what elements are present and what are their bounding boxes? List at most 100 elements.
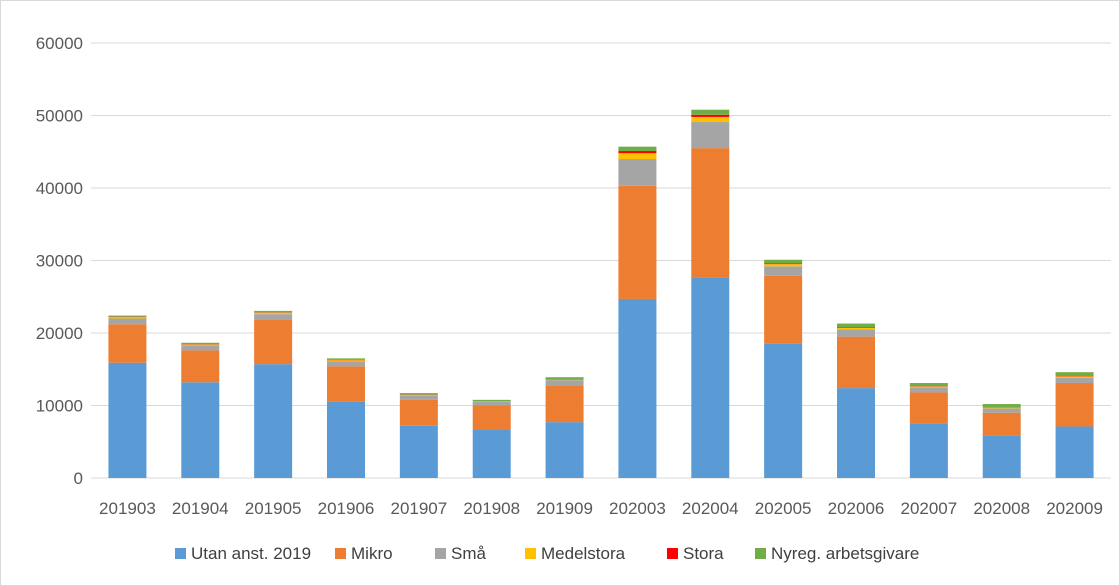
bar-segment bbox=[764, 263, 803, 265]
x-tick-label: 201908 bbox=[463, 499, 520, 518]
legend-item: Medelstora bbox=[525, 544, 626, 563]
bar-segment bbox=[108, 324, 147, 363]
bar-segment bbox=[618, 185, 657, 299]
bar-stack-202003 bbox=[618, 146, 657, 478]
bar-segment bbox=[837, 327, 875, 330]
bar-segment bbox=[764, 259, 803, 264]
bar-segment bbox=[982, 412, 1021, 436]
legend-swatch bbox=[435, 548, 446, 559]
bar-segment bbox=[472, 405, 511, 430]
bar-stack-202004 bbox=[691, 109, 730, 478]
bar-segment bbox=[181, 342, 220, 345]
bar-segment bbox=[618, 153, 657, 159]
gridlines bbox=[91, 42, 1111, 479]
bar-segment bbox=[181, 344, 220, 346]
bar-segment bbox=[545, 377, 584, 380]
legend-item: Stora bbox=[667, 544, 724, 563]
bar-segment bbox=[691, 114, 730, 117]
bar-stack-201904 bbox=[181, 342, 220, 478]
bar-segment bbox=[909, 392, 948, 424]
legend-label: Små bbox=[451, 544, 487, 563]
bar-stack-202008 bbox=[982, 404, 1021, 478]
bar-stack-201908 bbox=[472, 399, 511, 478]
y-tick-label: 30000 bbox=[36, 252, 83, 271]
bar-segment bbox=[545, 380, 584, 386]
legend-item: Mikro bbox=[335, 544, 393, 563]
bar-stack-202009 bbox=[1055, 372, 1094, 478]
y-tick-label: 10000 bbox=[36, 397, 83, 416]
bar-segment bbox=[327, 360, 365, 362]
bar-segment bbox=[545, 385, 584, 423]
y-tick-label: 40000 bbox=[36, 179, 83, 198]
bar-segment bbox=[982, 407, 1021, 409]
bar-segment bbox=[618, 298, 657, 478]
bar-stack-201903 bbox=[108, 315, 147, 478]
bar-segment bbox=[909, 387, 948, 393]
bar-segment bbox=[254, 314, 293, 320]
bar-segment bbox=[399, 395, 438, 400]
bar-segment bbox=[691, 277, 730, 478]
bar-segment bbox=[472, 399, 511, 402]
bar-segment bbox=[982, 408, 1021, 413]
bar-segment bbox=[108, 362, 147, 478]
bar-stack-201907 bbox=[399, 393, 438, 478]
bar-segment bbox=[909, 423, 948, 478]
bar-segment bbox=[545, 422, 584, 478]
legend-swatch bbox=[335, 548, 346, 559]
legend-swatch bbox=[525, 548, 536, 559]
legend-label: Nyreg. arbetsgivare bbox=[771, 544, 919, 563]
bar-segment bbox=[545, 379, 584, 381]
bar-segment bbox=[108, 318, 147, 325]
legend-item: Små bbox=[435, 544, 487, 563]
bar-segment bbox=[618, 146, 657, 152]
bar-segment bbox=[837, 336, 875, 389]
bar-segment bbox=[399, 394, 438, 396]
bar-segment bbox=[837, 329, 875, 337]
x-tick-label: 201905 bbox=[245, 499, 302, 518]
bar-segment bbox=[1055, 383, 1094, 427]
bar-segment bbox=[108, 317, 147, 319]
legend-label: Medelstora bbox=[541, 544, 626, 563]
x-tick-label: 202009 bbox=[1046, 499, 1103, 518]
bar-segment bbox=[618, 151, 657, 154]
x-tick-label: 201909 bbox=[536, 499, 593, 518]
bar-segment bbox=[108, 315, 147, 317]
bar-segment bbox=[691, 109, 730, 115]
x-tick-label: 202004 bbox=[682, 499, 739, 518]
x-tick-label: 201906 bbox=[318, 499, 375, 518]
legend: Utan anst. 2019 Mikro Små Medelstora Stora Ny… bbox=[175, 544, 919, 563]
bar-segment bbox=[837, 388, 875, 478]
bar-segment bbox=[399, 425, 438, 478]
x-tick-label: 202008 bbox=[973, 499, 1030, 518]
bar-segment bbox=[327, 358, 365, 360]
legend-item: Nyreg. arbetsgivare bbox=[755, 544, 919, 563]
bar-segment bbox=[982, 435, 1021, 478]
y-tick-label: 50000 bbox=[36, 107, 83, 126]
bar-stack-202007 bbox=[909, 383, 948, 478]
x-tick-label: 202005 bbox=[755, 499, 812, 518]
bar-stack-202005 bbox=[764, 259, 803, 478]
bar-segment bbox=[691, 148, 730, 278]
bar-segment bbox=[1055, 372, 1094, 377]
legend-item: Utan anst. 2019 bbox=[175, 544, 311, 563]
legend-label: Utan anst. 2019 bbox=[191, 544, 311, 563]
bars bbox=[108, 109, 1094, 478]
y-tick-label: 60000 bbox=[36, 34, 83, 53]
bar-segment bbox=[254, 319, 293, 365]
bar-segment bbox=[181, 350, 220, 383]
bar-segment bbox=[399, 393, 438, 395]
legend-swatch bbox=[175, 548, 186, 559]
bar-segment bbox=[982, 404, 1021, 408]
bar-segment bbox=[1055, 377, 1094, 384]
bar-segment bbox=[909, 386, 948, 388]
bar-stack-202006 bbox=[837, 323, 875, 478]
y-axis-tick-labels: 0 10000 20000 30000 40000 50000 60000 bbox=[36, 34, 83, 488]
bar-segment bbox=[691, 116, 730, 123]
bar-segment bbox=[327, 401, 365, 478]
bar-segment bbox=[618, 159, 657, 186]
bar-segment bbox=[764, 266, 803, 276]
bar-segment bbox=[691, 122, 730, 149]
bar-segment bbox=[472, 429, 511, 478]
legend-label: Stora bbox=[683, 544, 724, 563]
